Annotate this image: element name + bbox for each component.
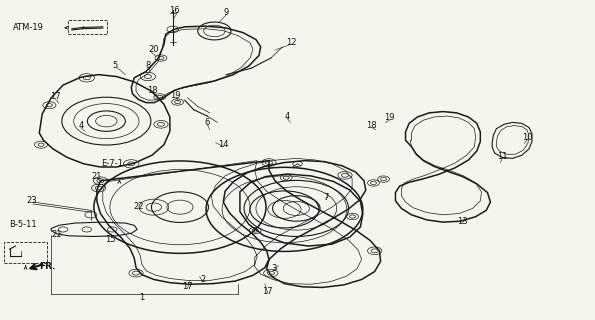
Text: 4: 4: [78, 121, 83, 130]
Text: ATM-19: ATM-19: [12, 23, 43, 32]
Text: 16: 16: [169, 6, 179, 15]
Text: 19: 19: [171, 91, 181, 100]
Text: 15: 15: [105, 235, 116, 244]
Text: 21: 21: [92, 172, 102, 181]
Text: 6: 6: [205, 118, 210, 127]
Text: 18: 18: [367, 121, 377, 130]
Text: 22: 22: [133, 202, 143, 211]
Text: 10: 10: [522, 132, 533, 141]
Text: 21: 21: [52, 230, 62, 239]
Text: 14: 14: [218, 140, 228, 149]
Text: 1: 1: [139, 293, 145, 302]
Text: 11: 11: [497, 152, 508, 161]
Text: 5: 5: [112, 60, 117, 69]
Text: 12: 12: [286, 38, 297, 47]
Text: 17: 17: [183, 282, 193, 291]
Text: 7: 7: [323, 193, 328, 202]
Text: E-7-1: E-7-1: [101, 159, 123, 168]
Text: 17: 17: [50, 92, 61, 101]
Text: 23: 23: [26, 196, 37, 205]
Text: 8: 8: [145, 60, 151, 69]
Text: 2: 2: [200, 275, 205, 284]
Text: 18: 18: [147, 86, 158, 95]
Text: 20: 20: [149, 44, 159, 54]
Text: 19: 19: [384, 114, 394, 123]
Text: 17: 17: [262, 287, 273, 296]
Text: 13: 13: [457, 217, 468, 226]
Text: 4: 4: [284, 112, 289, 121]
Text: B-5-11: B-5-11: [10, 220, 37, 229]
Text: FR.: FR.: [39, 262, 55, 271]
Text: 9: 9: [224, 8, 229, 17]
Text: 3: 3: [271, 264, 277, 274]
